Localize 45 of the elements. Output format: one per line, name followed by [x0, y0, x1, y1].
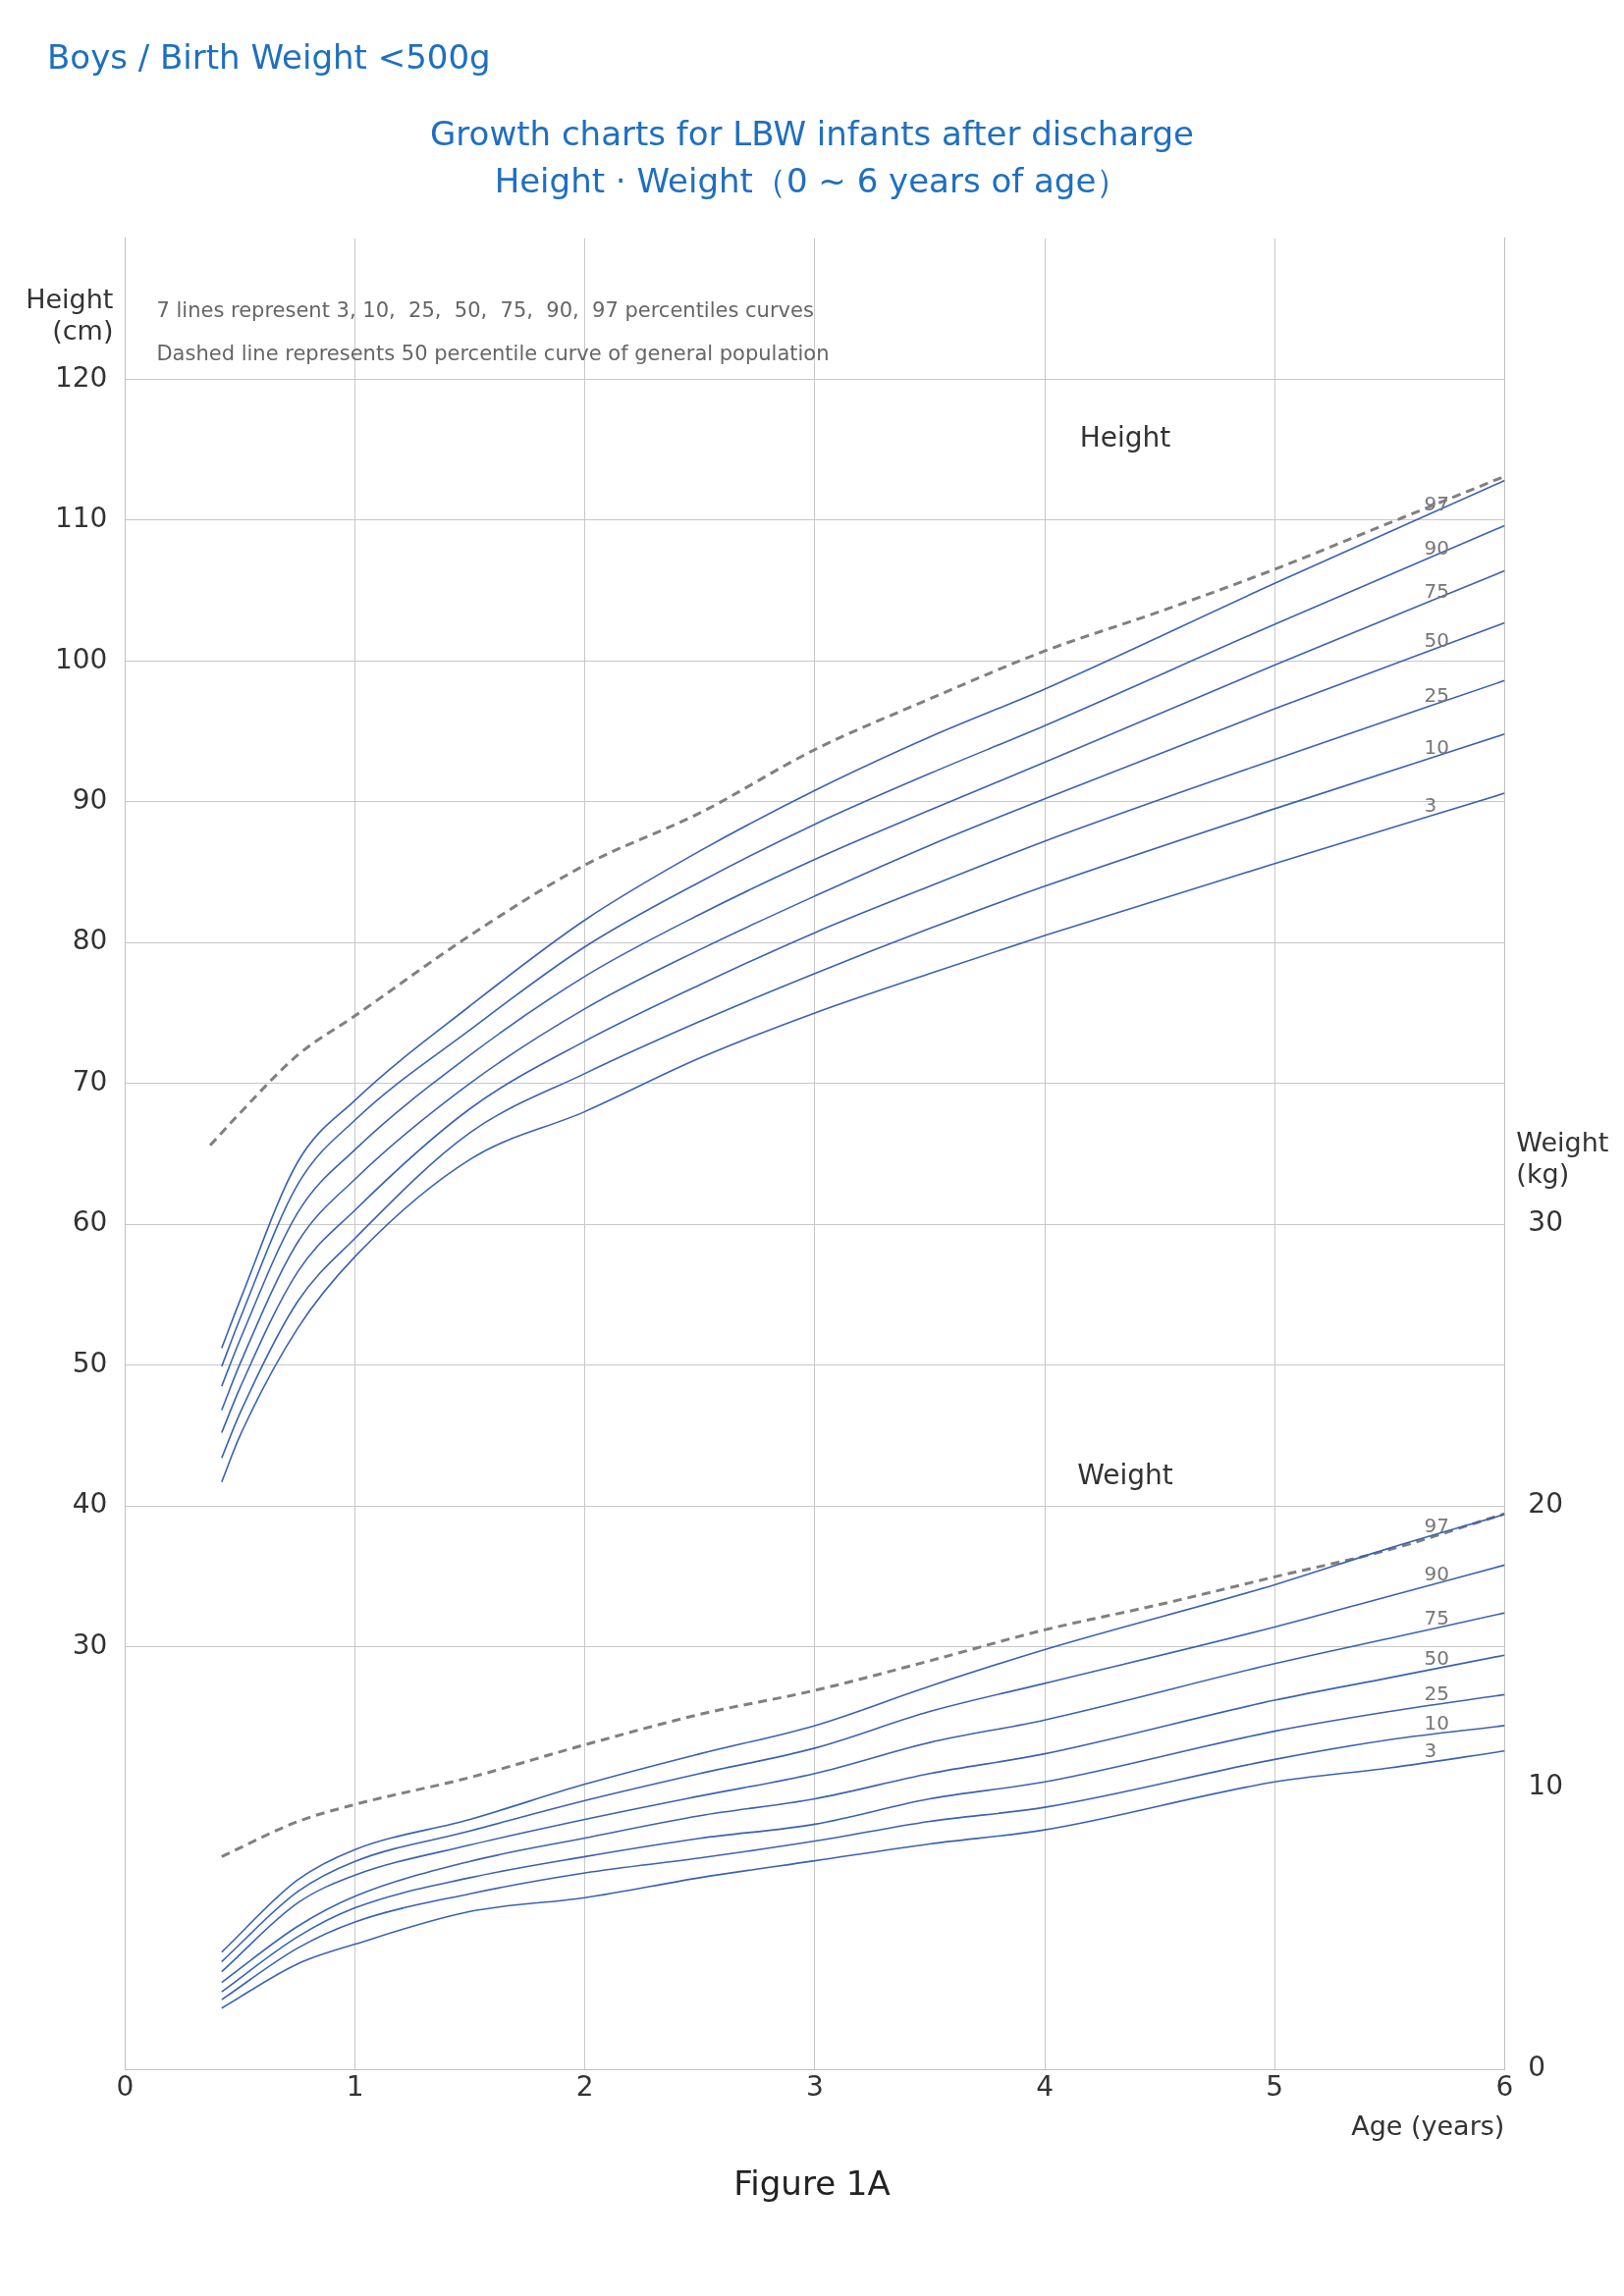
- y-tick-label: 50: [72, 1346, 108, 1379]
- y-tick-label: 120: [54, 360, 108, 394]
- y-tick-label: 80: [72, 924, 108, 957]
- annotation: Height: [1079, 421, 1171, 454]
- line-series: [208, 474, 1505, 1148]
- x-tick-label: 1: [346, 2070, 364, 2104]
- series-label: 50: [1424, 1646, 1449, 1671]
- annotation: Weight: [1077, 1459, 1173, 1492]
- y-tick-label: 30: [72, 1628, 108, 1661]
- series-label: 90: [1424, 535, 1449, 560]
- y2-tick-label: 20: [1528, 1487, 1564, 1521]
- x-axis-title: Age (years): [1351, 2109, 1505, 2141]
- y-tick-label: 40: [72, 1487, 108, 1521]
- x-tick-label: 5: [1266, 2070, 1284, 2104]
- series-label: 10: [1424, 735, 1449, 760]
- annotation: 7 lines represent 3, 10, 25, 50, 75, 90, 97 percentiles curves: [156, 297, 814, 322]
- x-tick-label: 2: [575, 2070, 594, 2104]
- y2-axis-title: Weight (kg): [1516, 1127, 1609, 1190]
- series-label: 25: [1424, 1682, 1449, 1706]
- series-label: 25: [1424, 683, 1449, 708]
- series-label: 3: [1424, 793, 1437, 818]
- series-label: 90: [1424, 1562, 1449, 1586]
- line-series: [220, 1512, 1505, 1858]
- series-label: 50: [1424, 628, 1449, 653]
- annotation: Dashed line represents 50 percentile curve of general population: [156, 341, 830, 365]
- y-tick-label: 70: [72, 1064, 108, 1097]
- caption: Figure 1A: [732, 2163, 892, 2203]
- chart-title: Growth charts for LBW infants after discharge Height · Weight（0 ~ 6 years of age）: [429, 113, 1195, 202]
- y-tick-label: 110: [54, 502, 108, 535]
- x-tick-label: 0: [116, 2070, 135, 2104]
- chart-subtitle: Boys / Birth Weight <500g: [46, 36, 492, 77]
- y2-tick-label: 10: [1528, 1769, 1564, 1802]
- x-tick-label: 6: [1495, 2070, 1514, 2104]
- y-axis-title: Height (cm): [26, 284, 114, 347]
- x-tick-label: 3: [805, 2070, 824, 2104]
- series-label: 10: [1424, 1710, 1449, 1735]
- series-label: 75: [1424, 1606, 1449, 1630]
- y-tick-label: 100: [54, 642, 108, 675]
- series-label: 3: [1424, 1737, 1437, 1762]
- y2-tick-label: 30: [1528, 1205, 1564, 1239]
- y-tick-label: 60: [72, 1205, 108, 1239]
- series-label: 97: [1424, 1513, 1449, 1537]
- series-label: 75: [1424, 579, 1449, 604]
- x-tick-label: 4: [1036, 2070, 1054, 2104]
- y-tick-label: 90: [72, 782, 108, 816]
